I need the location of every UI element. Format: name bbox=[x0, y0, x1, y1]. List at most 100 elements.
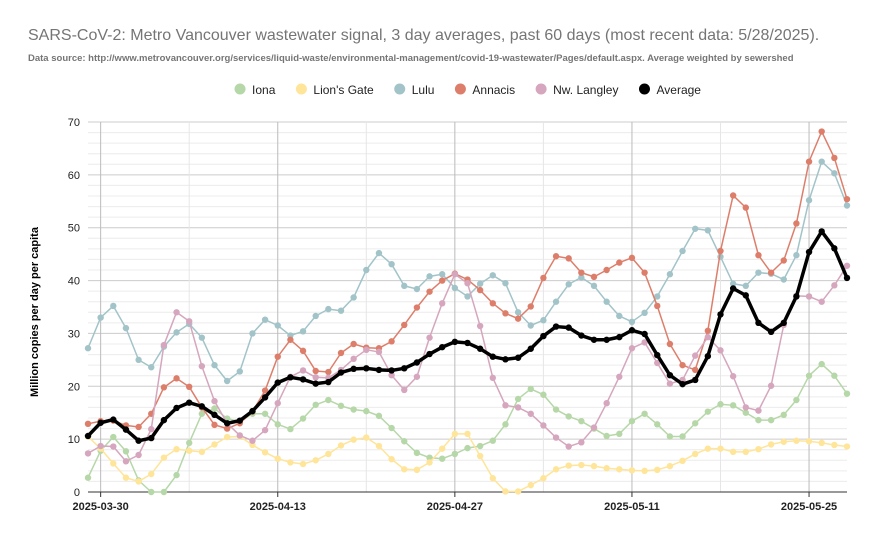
data-point-lion-s-gate bbox=[616, 466, 623, 473]
data-point-nw-langley bbox=[401, 386, 408, 394]
data-point-average bbox=[742, 292, 749, 299]
series-lion-s-gate bbox=[84, 430, 851, 495]
data-point-lulu bbox=[489, 272, 496, 279]
data-point-lulu bbox=[325, 305, 332, 313]
data-point-average bbox=[464, 339, 471, 347]
data-point-lion-s-gate bbox=[704, 445, 712, 452]
data-point-lulu bbox=[590, 282, 598, 290]
data-point-nw-langley bbox=[540, 422, 547, 429]
data-point-average bbox=[502, 356, 509, 363]
data-point-annacis bbox=[793, 220, 800, 227]
data-point-annacis bbox=[641, 269, 648, 276]
data-point-lion-s-gate bbox=[793, 437, 800, 444]
data-point-lulu bbox=[299, 328, 307, 335]
data-point-average bbox=[122, 426, 130, 433]
y-tick-label: 10 bbox=[68, 434, 80, 446]
data-point-iona bbox=[122, 448, 130, 455]
legend-swatch bbox=[394, 83, 406, 95]
data-point-annacis bbox=[527, 303, 534, 310]
data-point-annacis bbox=[84, 420, 92, 428]
data-point-average bbox=[84, 432, 92, 440]
data-point-lulu bbox=[236, 368, 243, 375]
x-tick-labels: 2025-03-30 2025-04-13 2025-04-27 2025-05-11… bbox=[73, 492, 837, 513]
data-point-iona bbox=[426, 454, 433, 461]
legend-item-lion-s-gate[interactable]: Lion's Gate bbox=[295, 83, 374, 97]
data-point-lion-s-gate bbox=[426, 459, 433, 466]
data-point-nw-langley bbox=[565, 443, 572, 450]
data-point-nw-langley bbox=[261, 426, 269, 434]
data-point-iona bbox=[692, 420, 699, 427]
data-point-iona bbox=[565, 413, 572, 420]
data-point-iona bbox=[299, 415, 307, 422]
data-point-nw-langley bbox=[603, 400, 610, 407]
data-point-iona bbox=[767, 416, 775, 424]
data-point-average bbox=[590, 336, 598, 343]
data-point-average bbox=[831, 245, 838, 252]
data-point-nw-langley bbox=[375, 348, 383, 356]
data-point-annacis bbox=[628, 254, 636, 262]
series-lulu bbox=[84, 158, 851, 385]
data-point-annacis bbox=[767, 269, 775, 276]
data-point-lion-s-gate bbox=[451, 430, 459, 438]
data-point-nw-langley bbox=[211, 397, 218, 405]
data-point-lion-s-gate bbox=[211, 441, 218, 448]
data-point-iona bbox=[843, 390, 851, 397]
data-point-lulu bbox=[603, 298, 610, 305]
legend-item-annacis[interactable]: Annacis bbox=[454, 83, 515, 97]
legend-item-nw-langley[interactable]: Nw. Langley bbox=[535, 83, 619, 97]
data-point-annacis bbox=[603, 266, 610, 274]
data-point-iona bbox=[287, 425, 294, 433]
data-point-average bbox=[236, 417, 243, 424]
data-point-annacis bbox=[831, 154, 838, 162]
data-point-nw-langley bbox=[160, 341, 168, 349]
legend-label: Average bbox=[656, 83, 701, 97]
y-tick-label: 0 bbox=[74, 487, 80, 499]
data-point-average bbox=[97, 419, 104, 426]
data-point-annacis bbox=[135, 423, 142, 431]
data-point-average bbox=[375, 366, 383, 374]
data-point-iona bbox=[831, 372, 838, 379]
data-point-iona bbox=[388, 424, 395, 432]
legend: Iona Lion's Gate Lulu Annacis Nw. Langley Ave… bbox=[234, 83, 701, 97]
data-point-lion-s-gate bbox=[780, 438, 787, 445]
data-point-average bbox=[552, 323, 560, 330]
data-point-lion-s-gate bbox=[514, 488, 522, 495]
data-point-average bbox=[666, 371, 674, 379]
data-point-average bbox=[818, 228, 825, 235]
legend-swatch bbox=[454, 83, 466, 95]
data-point-average bbox=[476, 345, 484, 352]
data-point-iona bbox=[805, 372, 813, 379]
data-point-average bbox=[805, 248, 813, 256]
data-point-nw-langley bbox=[489, 374, 496, 382]
data-point-lion-s-gate bbox=[312, 457, 319, 464]
legend-item-average[interactable]: Average bbox=[638, 83, 701, 97]
data-point-average bbox=[173, 404, 180, 412]
data-point-annacis bbox=[223, 425, 231, 432]
data-point-lion-s-gate bbox=[148, 470, 155, 478]
legend-label: Iona bbox=[252, 83, 276, 97]
data-point-lion-s-gate bbox=[590, 462, 598, 470]
data-point-lion-s-gate bbox=[666, 462, 674, 470]
data-point-iona bbox=[173, 471, 180, 479]
legend-item-iona[interactable]: Iona bbox=[234, 83, 276, 97]
data-point-annacis bbox=[388, 338, 395, 345]
data-point-nw-langley bbox=[742, 404, 749, 411]
data-point-nw-langley bbox=[84, 450, 92, 457]
data-point-average bbox=[692, 376, 699, 384]
data-point-average bbox=[755, 319, 762, 327]
data-point-lion-s-gate bbox=[717, 445, 724, 452]
data-point-average bbox=[717, 311, 724, 318]
data-point-average bbox=[439, 343, 446, 351]
data-point-lion-s-gate bbox=[818, 439, 825, 447]
series-average bbox=[84, 228, 851, 444]
data-point-lulu bbox=[476, 280, 484, 287]
data-point-average bbox=[603, 336, 610, 343]
data-point-nw-langley bbox=[717, 347, 724, 354]
data-point-iona bbox=[704, 408, 712, 415]
legend-item-lulu[interactable]: Lulu bbox=[394, 83, 434, 97]
data-point-nw-langley bbox=[590, 424, 598, 431]
data-point-lulu bbox=[729, 280, 737, 287]
data-point-iona bbox=[552, 406, 560, 413]
data-point-lion-s-gate bbox=[565, 462, 572, 469]
data-point-lulu bbox=[831, 170, 838, 177]
